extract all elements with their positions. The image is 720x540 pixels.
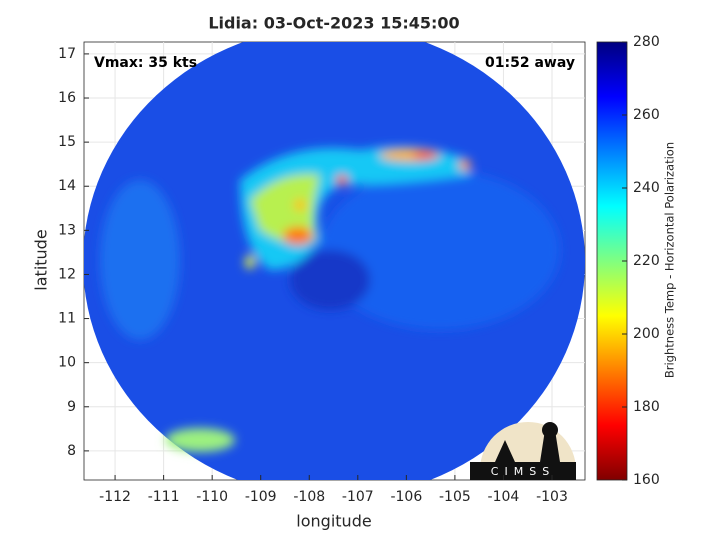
y-tick-label: 15 bbox=[58, 134, 76, 150]
logo-text: CIMSS bbox=[491, 465, 555, 478]
x-tick-label: -106 bbox=[390, 489, 422, 505]
x-axis-label: longitude bbox=[296, 512, 371, 531]
cimss-logo: CIMSS bbox=[470, 422, 576, 480]
x-tick-label: -112 bbox=[99, 489, 131, 505]
x-tick-label: -105 bbox=[439, 489, 471, 505]
x-tick-label: -110 bbox=[196, 489, 228, 505]
colorbar-tick-label: 260 bbox=[633, 107, 660, 123]
y-tick-label: 16 bbox=[58, 90, 76, 106]
colorbar-tick-label: 180 bbox=[633, 399, 660, 415]
y-tick-label: 14 bbox=[58, 178, 76, 194]
x-tick-label: -104 bbox=[488, 489, 520, 505]
x-tick-label: -109 bbox=[245, 489, 277, 505]
y-tick-label: 11 bbox=[58, 311, 76, 327]
colorbar-tick-label: 160 bbox=[633, 472, 660, 488]
chart-title: Lidia: 03-Oct-2023 15:45:00 bbox=[208, 14, 459, 33]
colorbar-tick-label: 200 bbox=[633, 326, 660, 342]
x-tick-label: -107 bbox=[342, 489, 374, 505]
y-tick-label: 10 bbox=[58, 355, 76, 371]
colorbar-tick-label: 280 bbox=[633, 34, 660, 50]
annotation: Vmax: 35 kts bbox=[94, 55, 197, 71]
satellite-image bbox=[84, 42, 585, 480]
annotation: 01:52 away bbox=[485, 55, 575, 71]
y-tick-label: 13 bbox=[58, 222, 76, 238]
y-axis-label: latitude bbox=[32, 229, 51, 290]
y-tick-label: 8 bbox=[67, 443, 76, 459]
y-tick-label: 9 bbox=[67, 399, 76, 415]
x-tick-label: -103 bbox=[536, 489, 568, 505]
x-tick-label: -111 bbox=[148, 489, 180, 505]
colorbar-tick-label: 240 bbox=[633, 180, 660, 196]
x-tick-label: -108 bbox=[293, 489, 325, 505]
y-tick-label: 12 bbox=[58, 266, 76, 282]
y-tick-label: 17 bbox=[58, 46, 76, 62]
colorbar-tick-label: 220 bbox=[633, 253, 660, 269]
colorbar-label: Brightness Temp - Horizontal Polarizatio… bbox=[663, 142, 677, 378]
